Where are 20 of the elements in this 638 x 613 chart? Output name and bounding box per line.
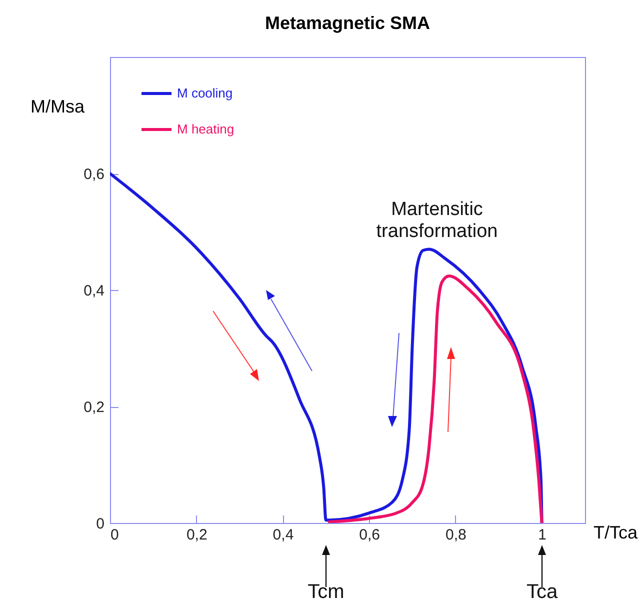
x-axis-title: T/Tca xyxy=(594,522,638,542)
text: Tca xyxy=(526,581,558,603)
y-tick-label: 0,2 xyxy=(84,399,104,416)
y-tick-label: 0,4 xyxy=(84,282,104,300)
y-tick-label: 0 xyxy=(96,516,104,532)
annotation: Martensitic transformation xyxy=(376,199,498,242)
y-tick-label: 0,6 xyxy=(84,166,104,183)
x-tick-label: 0,6 xyxy=(359,526,380,544)
chart-title: Metamagnetic SMA xyxy=(264,13,430,33)
text: Tcm xyxy=(308,581,344,603)
x-tick-label: 0 xyxy=(110,526,119,544)
line-series xyxy=(110,172,544,523)
y-axis-title: M/Msa xyxy=(30,96,86,116)
x-tick-label: 1 xyxy=(538,526,546,544)
line-series xyxy=(328,274,544,523)
x-tick-label: 0,8 xyxy=(446,526,466,544)
legend-label: M heating xyxy=(177,122,234,136)
x-tick-label: 0,4 xyxy=(272,526,294,544)
legend-label: M cooling xyxy=(177,86,233,100)
x-tick-label: 0,2 xyxy=(186,526,208,544)
